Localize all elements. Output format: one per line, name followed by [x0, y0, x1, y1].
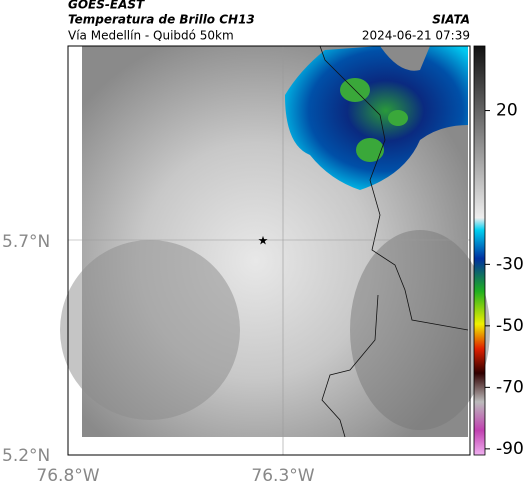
- svg-text:★: ★: [258, 234, 269, 248]
- lon-tick: 76.8°W: [36, 466, 99, 486]
- colorbar-tick-label: -50: [496, 316, 524, 336]
- colorbar-tick-label: 20: [496, 101, 518, 121]
- map: ★: [60, 45, 490, 456]
- colorbar-tick-label: -90: [496, 439, 524, 459]
- satellite: GOES-EAST: [68, 0, 145, 12]
- product: Temperatura de Brillo CH13: [68, 13, 255, 27]
- timestamp: 2024-06-21 07:39: [362, 29, 470, 43]
- lon-tick: 76.3°W: [251, 466, 314, 486]
- lat-tick: 5.2°N: [2, 446, 50, 466]
- colorbar-tick-label: -30: [496, 254, 524, 274]
- region: Vía Medellín - Quibdó 50km: [68, 29, 234, 43]
- source: SIATA: [432, 13, 470, 27]
- lat-tick: 5.7°N: [2, 232, 50, 252]
- colorbar: [473, 45, 486, 456]
- colorbar-tick-label: -70: [496, 377, 524, 397]
